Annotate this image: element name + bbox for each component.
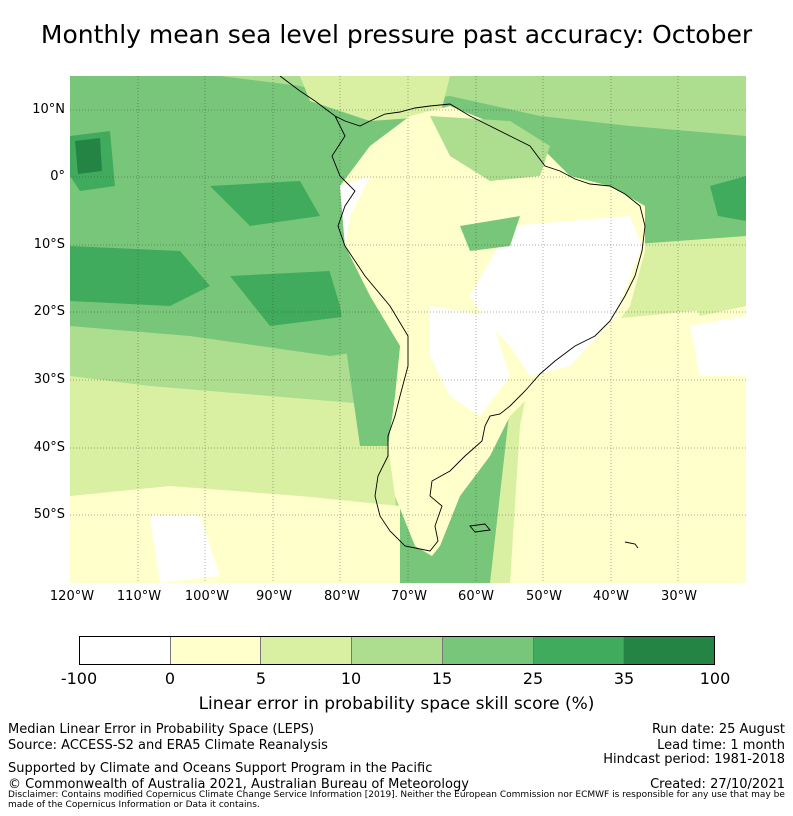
colorbar-segment xyxy=(624,637,715,664)
lon-label: 110°W xyxy=(116,589,162,604)
dark-patch-2 xyxy=(210,181,320,226)
atlantic-pale xyxy=(510,306,746,583)
colorbar-tick: 15 xyxy=(431,669,453,688)
lon-label: 40°W xyxy=(593,589,629,604)
colorbar-tick: 10 xyxy=(340,669,362,688)
lat-label: 40°S xyxy=(33,440,65,455)
lat-label: 20°S xyxy=(33,304,65,319)
coastline xyxy=(279,76,646,552)
colorbar-tick: 5 xyxy=(255,669,267,688)
colorbar-segment xyxy=(80,637,171,664)
atlantic-white xyxy=(690,316,746,376)
colorbar-segment xyxy=(170,637,262,664)
dark-patch-4 xyxy=(230,271,350,326)
footer-support: Supported by Climate and Oceans Support … xyxy=(8,761,433,776)
south-white-patch xyxy=(150,516,220,583)
lat-label: 10°N xyxy=(32,102,65,117)
colorbar-tick: 100 xyxy=(699,669,731,688)
darkest-patch-1 xyxy=(75,138,102,174)
amazon-green xyxy=(460,216,520,251)
footer-created: Created: 27/10/2021 xyxy=(650,777,785,792)
lon-label: 80°W xyxy=(324,589,360,604)
footer-source: Source: ACCESS-S2 and ERA5 Climate Reana… xyxy=(8,738,328,753)
lat-label: 30°S xyxy=(33,372,65,387)
footer-lead-time: Lead time: 1 month xyxy=(657,738,785,753)
footer-disclaimer: Disclaimer: Contains modified Copernicus… xyxy=(8,790,785,810)
colorbar xyxy=(79,636,715,665)
lon-label: 100°W xyxy=(184,589,230,604)
colorbar-segment xyxy=(261,637,353,664)
lon-label: 30°W xyxy=(661,589,697,604)
lon-label: 60°W xyxy=(458,589,494,604)
footer-copyright: © Commonwealth of Australia 2021, Austra… xyxy=(8,777,469,792)
dark-patch-3 xyxy=(70,246,210,306)
colorbar-tick: 25 xyxy=(522,669,544,688)
footer-leps: Median Linear Error in Probability Space… xyxy=(8,722,315,737)
chart-title: Monthly mean sea level pressure past acc… xyxy=(40,20,753,49)
dark-patch-east xyxy=(710,176,746,221)
south-pale-band xyxy=(70,486,400,583)
peru-coast-white xyxy=(340,176,370,246)
north-pale-patch xyxy=(300,76,450,121)
north-light-band xyxy=(70,76,746,136)
gridlines xyxy=(70,76,746,583)
colorbar-tick: 35 xyxy=(613,669,635,688)
atlantic-light-2 xyxy=(670,246,746,316)
lon-label: 120°W xyxy=(49,589,95,604)
pacific-coast-strip xyxy=(325,246,400,446)
falklands xyxy=(469,523,491,533)
colorbar-label: Linear error in probability space skill … xyxy=(198,694,595,714)
skill-map xyxy=(70,76,746,583)
colorbar-segment xyxy=(352,637,443,664)
lat-label: 50°S xyxy=(33,507,65,522)
continent-white-east xyxy=(470,216,642,376)
south-georgia xyxy=(624,541,639,549)
lon-label: 90°W xyxy=(256,589,292,604)
colorbar-tick: 0 xyxy=(164,669,176,688)
lon-label: 50°W xyxy=(526,589,562,604)
lat-label: 10°S xyxy=(33,237,65,252)
lat-label: 0° xyxy=(50,169,65,184)
footer-run-date: Run date: 25 August xyxy=(651,722,785,737)
colorbar-segment xyxy=(442,637,534,664)
amazon-light-green xyxy=(430,116,550,181)
lon-label: 70°W xyxy=(391,589,427,604)
footer-hindcast: Hindcast period: 1981-2018 xyxy=(603,752,785,767)
colorbar-tick: -100 xyxy=(60,669,98,688)
colorbar-segment xyxy=(533,637,625,664)
continent-white-south xyxy=(430,306,510,416)
